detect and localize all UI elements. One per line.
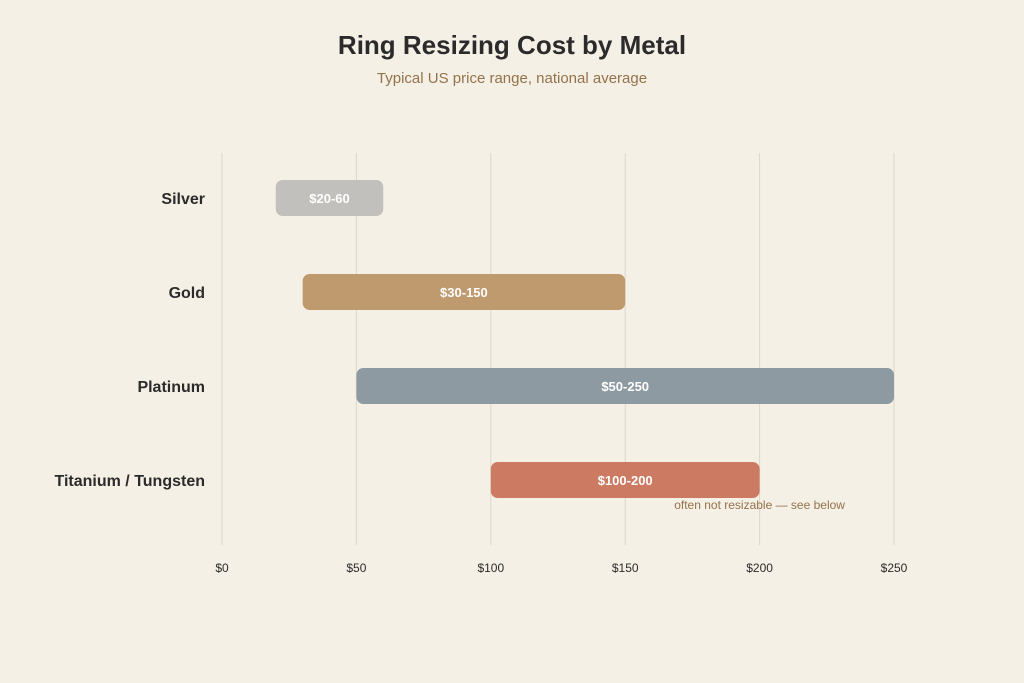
- x-axis-ticks: $0 $50 $100 $150 $200 $250: [215, 561, 907, 575]
- bar-platinum: [356, 368, 894, 404]
- x-tick-label-0: $0: [215, 561, 229, 575]
- bar-label-titanium-tungsten: $100-200: [598, 473, 653, 488]
- category-label-platinum: Platinum: [137, 379, 205, 396]
- chart-subtitle: Typical US price range, national average: [376, 70, 648, 87]
- bar-gold: [302, 274, 626, 310]
- chart-title: Ring Resizing Cost by Metal: [337, 30, 687, 60]
- bar-titanium-tungsten: [490, 462, 760, 498]
- category-label-gold: Gold: [169, 285, 205, 302]
- bar-label-silver: $20-60: [309, 191, 349, 206]
- category-label-silver: Silver: [161, 191, 205, 208]
- x-tick-label-250: $250: [881, 561, 908, 575]
- bar-label-gold: $30-150: [440, 285, 488, 300]
- category-label-titanium-tungsten: Titanium / Tungsten: [54, 473, 205, 490]
- range-bars: $20-60 $30-150 $50-250 $100-200: [275, 180, 894, 498]
- x-tick-label-200: $200: [746, 561, 773, 575]
- x-tick-label-150: $150: [612, 561, 639, 575]
- annotations: often not resizable — see below: [674, 498, 845, 512]
- bar-silver: [275, 180, 384, 216]
- x-tick-label-100: $100: [477, 561, 504, 575]
- category-labels: Silver Gold Platinum Titanium / Tungsten: [54, 191, 205, 490]
- bar-label-platinum: $50-250: [601, 379, 649, 394]
- annotation-titanium-tungsten: often not resizable — see below: [674, 498, 845, 512]
- x-tick-label-50: $50: [346, 561, 366, 575]
